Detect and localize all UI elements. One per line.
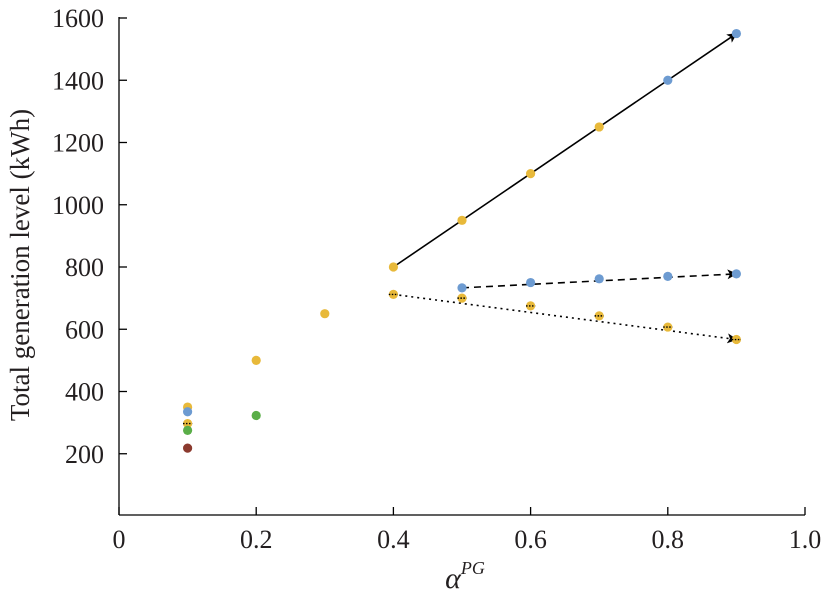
y-tick-label: 800 (65, 253, 104, 282)
axes (118, 17, 805, 516)
x-tick-label: 0.4 (377, 525, 410, 554)
data-point (388, 289, 398, 299)
x-tick-label: 0.6 (514, 525, 547, 554)
trend-arrow-dotted (393, 293, 738, 344)
data-point (388, 262, 398, 272)
x-axis-title: αPG (445, 558, 485, 595)
data-point (526, 277, 536, 288)
data-point (457, 293, 467, 303)
y-ticks: 200 400 600 800 1000 1200 1400 1600 (52, 4, 127, 469)
data-point (663, 271, 673, 281)
data-point (183, 407, 193, 417)
y-tick-label: 600 (65, 315, 104, 344)
data-point (251, 355, 261, 365)
trend-arrow-solid (392, 32, 738, 268)
data-point (320, 309, 330, 319)
data-point (457, 215, 467, 225)
data-point (183, 418, 193, 429)
data-point (251, 410, 261, 421)
data-point (663, 75, 673, 85)
data-point (663, 322, 673, 332)
data-point (594, 274, 604, 284)
y-tick-label: 400 (65, 378, 104, 407)
data-point (183, 425, 193, 436)
y-tick-label: 1000 (52, 191, 104, 220)
data-point (526, 301, 536, 311)
data-point (526, 169, 536, 179)
y-axis-title: Total generation level (kWh) (5, 109, 35, 421)
data-point (594, 122, 604, 132)
x-axis-title-symbol: α (445, 562, 462, 595)
x-tick-label: 0.2 (240, 525, 273, 554)
x-axis-title-superscript: PG (460, 558, 485, 578)
trend-arrows (392, 32, 738, 344)
y-tick-label: 200 (65, 440, 104, 469)
x-tick-label: 1.0 (789, 525, 822, 554)
data-point (457, 283, 467, 293)
data-points (183, 28, 742, 453)
data-point (731, 334, 742, 345)
y-tick-label: 1600 (52, 4, 104, 33)
data-point (731, 269, 742, 279)
data-point (731, 28, 742, 39)
y-tick-label: 1200 (52, 129, 104, 158)
x-tick-label: 0 (113, 525, 126, 554)
x-ticks: 0 0.2 0.4 0.6 0.8 1.0 (113, 507, 822, 554)
data-point (183, 443, 193, 453)
y-tick-label: 1400 (52, 66, 104, 95)
data-point (594, 311, 604, 321)
x-tick-label: 0.8 (652, 525, 685, 554)
